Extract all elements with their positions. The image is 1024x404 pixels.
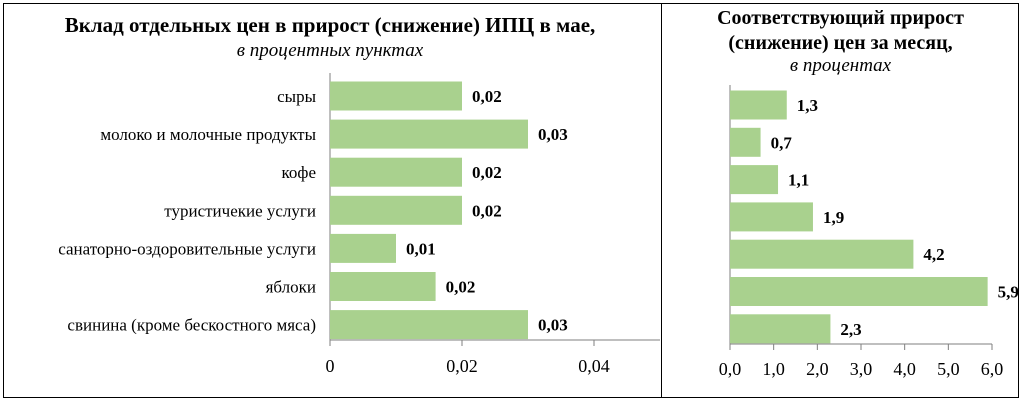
left-category-label: туристичекие услуги bbox=[164, 201, 316, 220]
right-tick-label: 6,0 bbox=[981, 359, 1004, 379]
left-tick-label: 0 bbox=[326, 356, 335, 376]
right-data-label: 0,7 bbox=[771, 133, 793, 152]
left-category-label: сыры bbox=[277, 87, 316, 106]
right-tick-label: 4,0 bbox=[893, 359, 916, 379]
right-data-label: 1,3 bbox=[797, 96, 818, 115]
right-data-label: 5,9 bbox=[998, 283, 1019, 302]
left-chart-title: Вклад отдельных цен в прирост (снижение)… bbox=[64, 13, 596, 37]
left-data-label: 0,02 bbox=[446, 278, 476, 297]
left-category-label: свинина (кроме бескостного мяса) bbox=[67, 316, 316, 335]
right-data-label: 2,3 bbox=[840, 320, 861, 339]
right-chart-title-line2: (снижение) цен за месяц, bbox=[728, 32, 953, 54]
left-bar bbox=[330, 119, 528, 149]
left-tick-label: 0,02 bbox=[446, 356, 478, 376]
left-category-label: кофе bbox=[282, 163, 316, 182]
right-tick-label: 1,0 bbox=[762, 359, 785, 379]
left-category-label: санаторно-оздоровительные услуги bbox=[58, 239, 316, 258]
left-data-label: 0,02 bbox=[472, 163, 502, 182]
left-tick-label: 0,04 bbox=[578, 356, 610, 376]
right-bar bbox=[730, 239, 914, 269]
right-tick-label: 0,0 bbox=[719, 359, 742, 379]
left-data-label: 0,02 bbox=[472, 201, 502, 220]
left-chart-subtitle: в процентных пунктах bbox=[236, 40, 424, 61]
right-bar bbox=[730, 277, 988, 306]
right-bar bbox=[730, 165, 779, 195]
left-category-label: яблоки bbox=[266, 278, 316, 297]
right-chart-title: Соответствующий прирост bbox=[717, 7, 964, 29]
right-tick-label: 2,0 bbox=[806, 359, 829, 379]
chart-frame bbox=[3, 3, 1019, 398]
left-data-label: 0,01 bbox=[406, 239, 436, 258]
right-bar bbox=[730, 202, 813, 232]
right-data-label: 1,1 bbox=[788, 171, 809, 190]
left-bar bbox=[330, 81, 462, 111]
panel-divider bbox=[661, 3, 662, 398]
right-bar bbox=[730, 314, 831, 344]
right-bar bbox=[730, 90, 787, 120]
left-category-label: молоко и молочные продукты bbox=[100, 125, 316, 144]
left-bar bbox=[330, 233, 396, 263]
right-tick-label: 5,0 bbox=[937, 359, 960, 379]
right-data-label: 4,2 bbox=[923, 245, 944, 264]
right-tick-label: 3,0 bbox=[850, 359, 873, 379]
left-bar bbox=[330, 195, 462, 225]
right-bar bbox=[730, 127, 761, 157]
right-chart-subtitle: в процентах bbox=[789, 55, 892, 76]
left-data-label: 0,03 bbox=[538, 125, 568, 144]
left-bar bbox=[330, 157, 462, 187]
left-bar bbox=[330, 310, 528, 340]
left-data-label: 0,02 bbox=[472, 87, 502, 106]
right-data-label: 1,9 bbox=[823, 208, 844, 227]
left-bar bbox=[330, 272, 436, 301]
left-data-label: 0,03 bbox=[538, 316, 568, 335]
